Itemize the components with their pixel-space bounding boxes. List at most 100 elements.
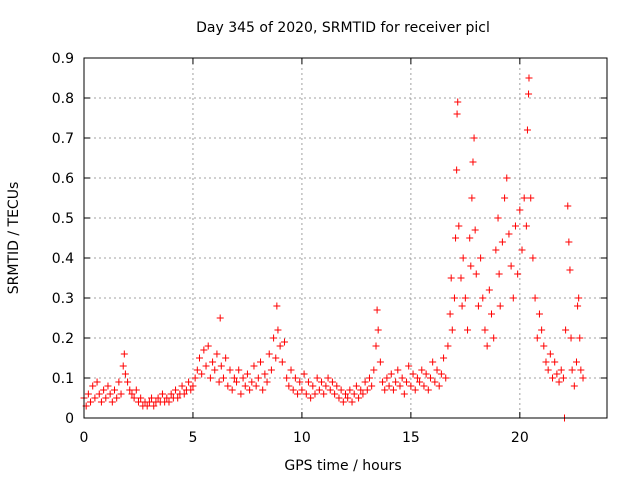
data-point bbox=[553, 370, 561, 378]
data-point bbox=[429, 358, 437, 366]
data-point bbox=[276, 342, 284, 350]
data-point bbox=[111, 386, 119, 394]
data-point bbox=[495, 270, 503, 278]
data-point bbox=[339, 398, 347, 406]
x-axis-label: GPS time / hours bbox=[284, 458, 401, 474]
data-point bbox=[442, 374, 450, 382]
data-point bbox=[555, 378, 563, 386]
data-point bbox=[373, 306, 381, 314]
data-point bbox=[511, 222, 519, 230]
data-points bbox=[80, 74, 587, 422]
data-point bbox=[565, 238, 573, 246]
data-point bbox=[313, 374, 321, 382]
data-point bbox=[163, 394, 171, 402]
data-point bbox=[178, 382, 186, 390]
data-point bbox=[540, 342, 548, 350]
data-point bbox=[289, 386, 297, 394]
data-point bbox=[307, 394, 315, 402]
y-tick-label: 0.3 bbox=[52, 291, 74, 307]
data-point bbox=[431, 378, 439, 386]
data-point bbox=[187, 386, 195, 394]
data-point bbox=[191, 374, 199, 382]
data-point bbox=[457, 274, 465, 282]
data-point bbox=[272, 354, 280, 362]
data-point bbox=[130, 394, 138, 402]
data-point bbox=[213, 350, 221, 358]
data-point bbox=[579, 374, 587, 382]
data-point bbox=[294, 390, 302, 398]
data-point bbox=[505, 230, 513, 238]
data-point bbox=[562, 326, 570, 334]
data-point bbox=[516, 206, 524, 214]
data-point bbox=[372, 342, 380, 350]
y-axis-label: SRMTID / TECUs bbox=[6, 182, 22, 295]
data-point bbox=[235, 366, 243, 374]
data-point bbox=[97, 398, 105, 406]
data-point bbox=[433, 366, 441, 374]
data-point bbox=[200, 346, 208, 354]
data-point bbox=[315, 386, 323, 394]
data-point bbox=[298, 386, 306, 394]
data-point bbox=[474, 302, 482, 310]
data-point bbox=[559, 374, 567, 382]
data-point bbox=[467, 262, 475, 270]
data-point bbox=[115, 378, 123, 386]
data-point bbox=[403, 378, 411, 386]
data-point bbox=[219, 374, 227, 382]
data-point bbox=[459, 254, 467, 262]
data-point bbox=[346, 386, 354, 394]
data-point bbox=[466, 234, 474, 242]
data-point bbox=[261, 370, 269, 378]
data-point bbox=[172, 386, 180, 394]
data-point bbox=[106, 390, 114, 398]
data-point bbox=[392, 378, 400, 386]
data-point bbox=[444, 342, 452, 350]
data-point bbox=[494, 214, 502, 222]
data-point bbox=[405, 362, 413, 370]
data-point bbox=[568, 366, 576, 374]
data-point bbox=[119, 362, 127, 370]
data-point bbox=[447, 274, 455, 282]
data-point bbox=[385, 382, 393, 390]
data-point bbox=[228, 386, 236, 394]
data-point bbox=[89, 382, 97, 390]
data-point bbox=[485, 286, 493, 294]
data-point bbox=[296, 378, 304, 386]
data-point bbox=[514, 270, 522, 278]
data-point bbox=[243, 370, 251, 378]
data-point bbox=[280, 338, 288, 346]
y-tick-label: 0.8 bbox=[52, 91, 74, 107]
data-point bbox=[322, 382, 330, 390]
data-point bbox=[387, 370, 395, 378]
x-tick-label: 0 bbox=[80, 430, 89, 446]
data-point bbox=[348, 398, 356, 406]
x-tick-label: 15 bbox=[402, 430, 420, 446]
x-tick-label: 10 bbox=[293, 430, 311, 446]
data-point bbox=[93, 378, 101, 386]
data-point bbox=[566, 266, 574, 274]
data-point bbox=[267, 366, 275, 374]
data-point bbox=[440, 354, 448, 362]
data-point bbox=[124, 378, 132, 386]
data-point bbox=[363, 386, 371, 394]
data-point bbox=[189, 382, 197, 390]
data-point bbox=[481, 326, 489, 334]
data-point bbox=[525, 74, 533, 82]
data-point bbox=[150, 402, 158, 410]
data-point bbox=[352, 382, 360, 390]
x-tick-label: 5 bbox=[188, 430, 197, 446]
data-point bbox=[252, 382, 260, 390]
data-point bbox=[300, 370, 308, 378]
data-point bbox=[567, 334, 575, 342]
data-point bbox=[437, 370, 445, 378]
data-point bbox=[453, 166, 461, 174]
data-point bbox=[342, 390, 349, 398]
y-tick-label: 0.7 bbox=[52, 131, 74, 147]
data-point bbox=[158, 390, 166, 398]
data-point bbox=[143, 402, 151, 410]
data-point bbox=[542, 358, 550, 366]
data-point bbox=[209, 358, 217, 366]
chart-title: Day 345 of 2020, SRMTID for receiver pic… bbox=[196, 20, 490, 36]
data-point bbox=[95, 390, 103, 398]
data-point bbox=[324, 374, 332, 382]
